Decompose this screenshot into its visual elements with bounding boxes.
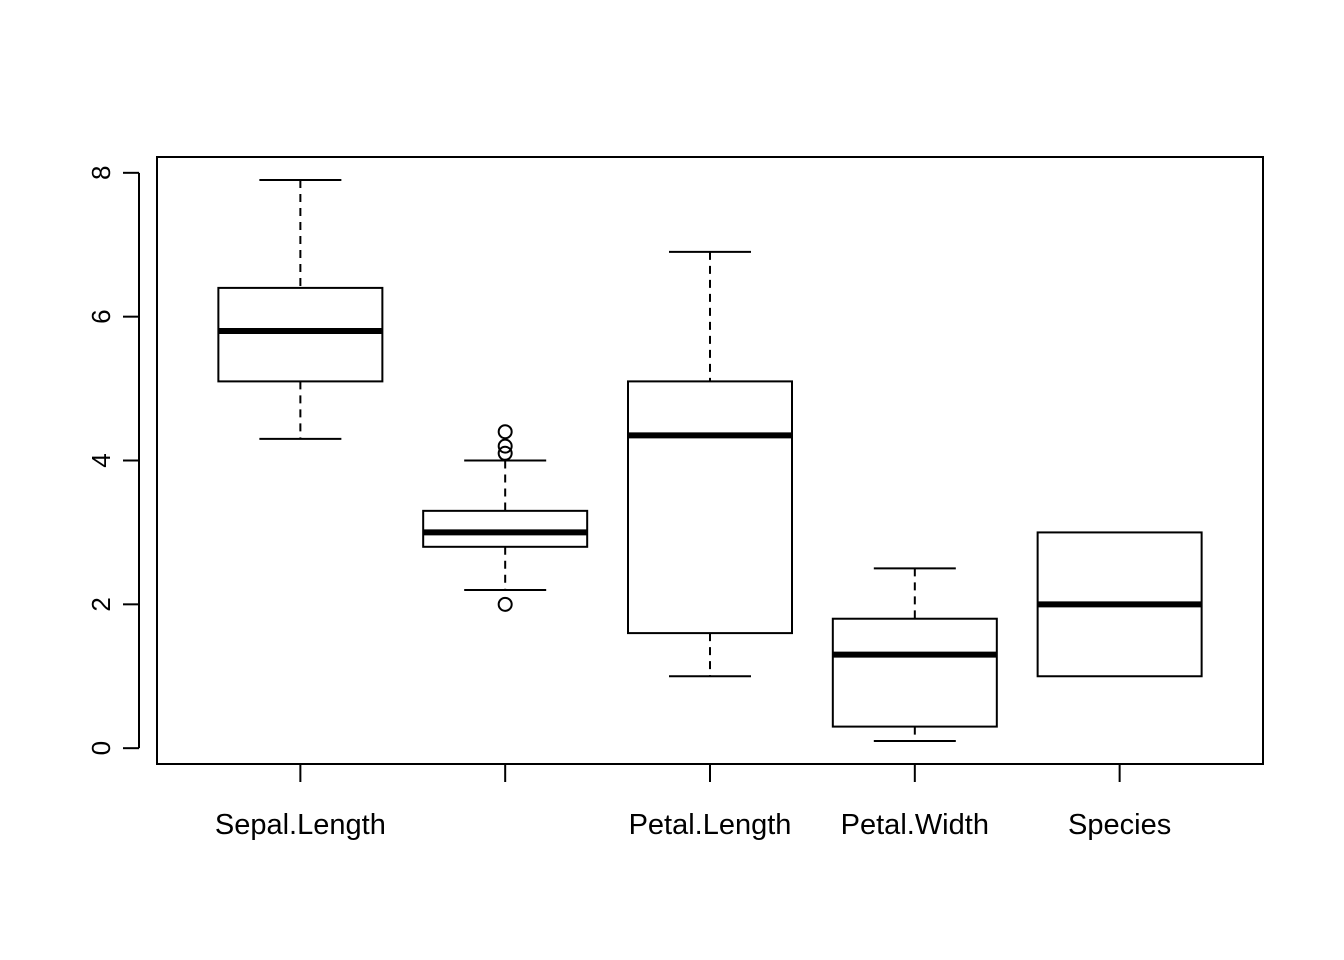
boxes (217, 179, 1203, 742)
y-axis: 0 2 4 6 8 (86, 166, 140, 755)
outlier-point (497, 438, 513, 454)
iqr-box (627, 380, 793, 635)
y-tick-label: 0 (86, 741, 116, 755)
x-tick-label: Sepal.Length (215, 809, 386, 841)
x-axis: Sepal.Length Petal.Length Petal.Width Speci… (215, 764, 1171, 841)
box-Petal.Length (627, 250, 793, 678)
box-Sepal.Width (422, 424, 589, 612)
y-tick-label: 4 (86, 453, 116, 467)
y-tick-label: 2 (86, 597, 116, 611)
iqr-box (422, 509, 589, 548)
plot-frame (156, 156, 1264, 765)
box-Sepal.Length (217, 179, 384, 440)
outlier-point (497, 596, 513, 612)
x-tick-label: Petal.Width (841, 809, 989, 841)
outlier-point (497, 424, 513, 440)
x-tick-label: Petal.Length (629, 809, 792, 841)
x-tick-label: Species (1068, 809, 1171, 841)
iqr-box (217, 286, 384, 383)
box-Species (1036, 531, 1203, 678)
outlier-point (497, 445, 513, 461)
iqr-box (831, 617, 998, 728)
y-tick-label: 6 (86, 309, 116, 323)
y-tick-label: 8 (86, 166, 116, 180)
box-Petal.Width (831, 567, 998, 742)
